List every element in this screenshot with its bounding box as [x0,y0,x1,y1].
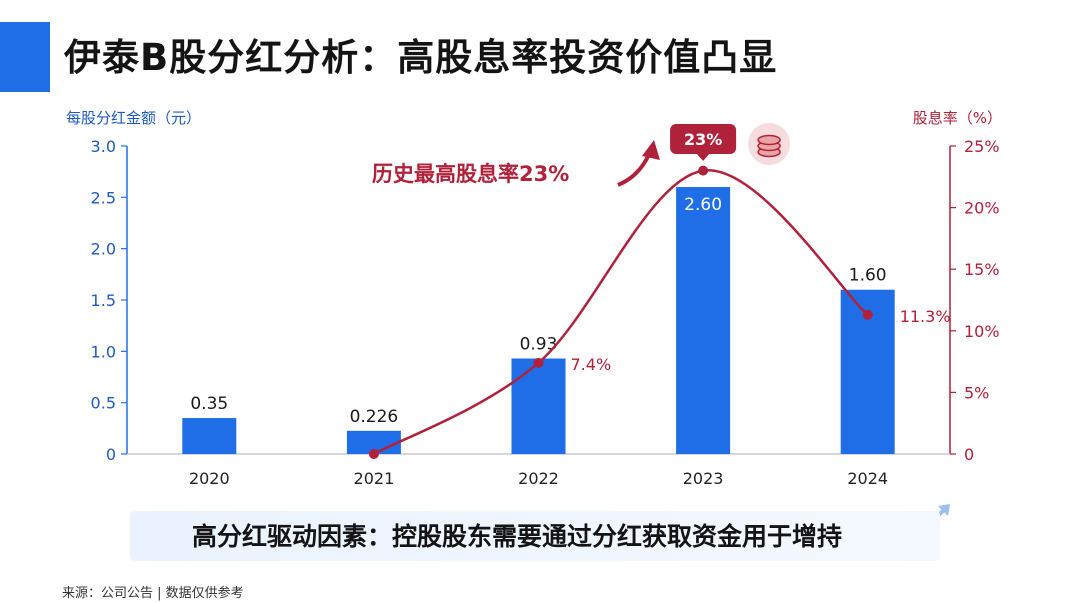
x-tick-label: 2022 [518,469,559,488]
x-tick-label: 2023 [683,469,724,488]
curved-arrow-icon [617,151,652,187]
source-note: 来源：公司公告 | 数据仅供参考 [62,586,244,601]
driver-banner [130,511,940,561]
right-axis-title: 股息率（%） [913,109,1002,127]
left-tick-label: 1.5 [91,291,116,310]
bar-2023 [676,187,731,455]
x-tick-label: 2020 [189,469,230,488]
yield-value-label: 11.3% [900,307,951,326]
yield-point [862,309,873,320]
yield-point [368,449,379,459]
bar-2022 [511,358,566,454]
x-tick-label: 2024 [847,469,888,488]
peak-callout-box [670,124,737,154]
rising-arrow-head [938,504,950,516]
arrow-head [642,140,660,160]
bar-value-label: 0.226 [350,407,399,427]
bar-value-label: 0.93 [520,335,558,355]
page-title: 伊泰B股分红分析：高股息率投资价值凸显 [64,36,778,79]
peak-annotation: 历史最高股息率23% [372,162,569,186]
yield-point [698,165,709,176]
left-tick-label: 0 [106,445,116,464]
right-tick-label: 0 [964,445,974,464]
left-axis-title: 每股分红金额（元） [66,109,201,127]
right-tick-label: 20% [964,199,1000,218]
bar-value-label: 0.35 [190,394,228,414]
bar-value-label: 1.60 [849,266,887,286]
left-tick-label: 2.5 [91,188,116,207]
right-tick-label: 25% [964,137,1000,156]
right-tick-label: 15% [964,260,1000,279]
yield-value-label: 7.4% [571,355,612,374]
left-tick-label: 1.0 [91,342,116,361]
left-tick-label: 2.0 [91,240,116,259]
bar-2020 [182,418,237,454]
peak-callout-pointer [696,153,711,161]
coin-layer [757,134,781,146]
yield-point [533,357,544,368]
bar-value-label: 2.60 [684,195,722,215]
right-tick-label: 5% [964,383,989,402]
yield-line [373,169,869,456]
right-tick-label: 10% [964,322,1000,341]
x-tick-label: 2021 [354,469,395,488]
left-tick-label: 0.5 [91,394,116,413]
left-tick-label: 3.0 [91,137,116,156]
driver-banner-text: 高分红驱动因素：控股股东需要通过分红获取资金用于增持 [192,522,843,551]
peak-callout-label: 23% [684,130,722,149]
title-accent-bar [0,22,50,92]
